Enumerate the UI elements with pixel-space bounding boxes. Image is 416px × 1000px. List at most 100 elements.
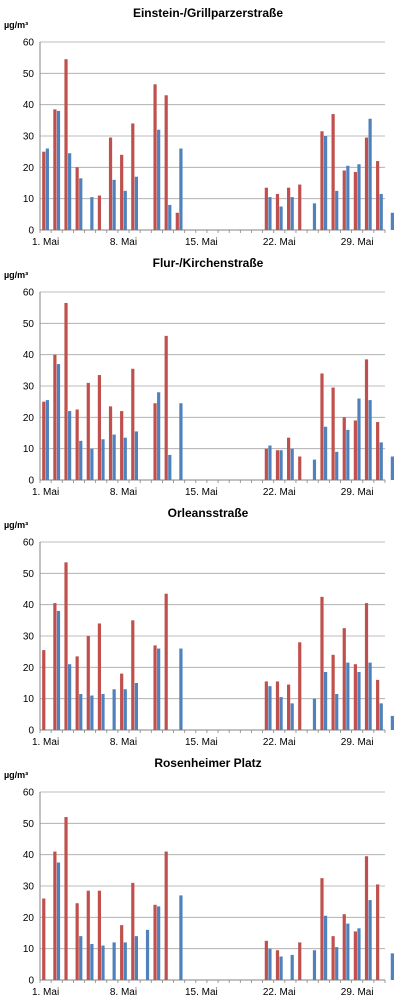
bar	[86, 382, 90, 480]
bar	[112, 179, 116, 230]
bar	[268, 686, 272, 730]
y-tick-label: 50	[23, 569, 35, 580]
bar	[90, 943, 94, 980]
bar	[290, 703, 294, 730]
bar	[153, 403, 157, 480]
bar	[331, 387, 335, 480]
bar	[331, 114, 335, 230]
bar	[342, 417, 346, 480]
x-tick-label: 1. Mai	[32, 237, 59, 248]
y-tick-label: 60	[23, 788, 35, 799]
y-tick-label: 40	[23, 350, 35, 361]
bar	[42, 151, 46, 230]
bar	[68, 664, 72, 730]
bar	[123, 689, 127, 730]
y-tick-label: 40	[23, 850, 35, 861]
y-tick-label: 50	[23, 819, 35, 830]
bar	[86, 890, 90, 980]
bar	[108, 137, 113, 230]
bar	[368, 400, 372, 480]
chart-plot: 0 10 20 30 40 50 60 1. Mai 8. Mai 15. Mai 22. Mai 2…	[23, 38, 394, 248]
bar	[45, 148, 49, 230]
bar	[346, 662, 350, 730]
bar	[131, 620, 135, 730]
bar	[90, 695, 94, 730]
y-tick-label: 60	[23, 538, 35, 549]
y-tick-label: 10	[23, 444, 35, 455]
x-tick-label: 15. Mai	[185, 487, 218, 498]
bar	[157, 648, 161, 730]
bar	[90, 197, 94, 230]
bar	[164, 95, 168, 231]
bar	[120, 673, 124, 730]
bar	[120, 925, 124, 980]
bar	[145, 929, 150, 980]
x-tick-label: 29. Mai	[341, 487, 374, 498]
bar	[123, 190, 127, 230]
bar	[298, 942, 302, 980]
y-tick-label: 60	[23, 288, 35, 299]
bar	[164, 851, 168, 980]
y-tick-label: 40	[23, 600, 35, 611]
bar	[346, 165, 350, 230]
bar	[53, 603, 57, 730]
bar	[342, 914, 346, 980]
bar	[112, 434, 116, 480]
bar	[157, 906, 161, 980]
x-tick-label: 15. Mai	[185, 237, 218, 248]
bar	[157, 129, 161, 230]
bar	[97, 195, 102, 230]
bar	[264, 448, 268, 480]
bar	[353, 931, 357, 980]
bar	[287, 684, 291, 730]
x-tick-label: 22. Mai	[263, 237, 296, 248]
y-tick-label: 10	[23, 194, 35, 205]
bar	[368, 118, 372, 230]
bar	[298, 456, 302, 480]
y-tick-label: 10	[23, 944, 35, 955]
bar	[279, 697, 283, 730]
x-tick-label: 29. Mai	[341, 737, 374, 748]
y-tick-label: 10	[23, 694, 35, 705]
bar	[168, 454, 172, 480]
x-tick-label: 22. Mai	[263, 487, 296, 498]
x-tick-label: 29. Mai	[341, 237, 374, 248]
bar	[346, 923, 350, 980]
bar	[134, 431, 138, 480]
bar	[353, 664, 357, 730]
bar	[376, 884, 380, 980]
x-tick-label: 22. Mai	[263, 987, 296, 998]
bar	[264, 940, 268, 980]
bar	[279, 956, 283, 980]
chart-plot: 0 10 20 30 40 50 60 1. Mai 8. Mai 15. Mai 22. Mai 2…	[23, 538, 394, 748]
bar	[298, 642, 302, 730]
chart-title: Rosenheimer Platz	[154, 756, 262, 770]
y-tick-label: 0	[28, 226, 34, 237]
bar	[179, 648, 183, 730]
x-tick-label: 1. Mai	[32, 737, 59, 748]
bar	[323, 426, 328, 480]
bar	[97, 623, 102, 730]
bar	[376, 161, 380, 230]
bar	[290, 197, 294, 230]
bar	[86, 636, 90, 730]
bar	[64, 562, 68, 730]
bar	[275, 450, 280, 480]
bar	[134, 176, 138, 230]
bar	[120, 411, 124, 480]
bar	[320, 373, 324, 480]
bar	[287, 187, 291, 230]
bar	[157, 392, 161, 480]
chart-title: Einstein-/Grillparzerstraße	[132, 6, 284, 20]
bar	[101, 945, 105, 980]
bar	[290, 448, 294, 480]
bar	[364, 856, 369, 980]
y-tick-label: 30	[23, 382, 35, 393]
bar	[390, 953, 394, 980]
bar	[68, 411, 72, 480]
bar	[101, 693, 105, 730]
bar	[320, 878, 324, 980]
bar	[56, 110, 61, 230]
x-tick-label: 8. Mai	[110, 237, 137, 248]
bar	[279, 206, 283, 230]
